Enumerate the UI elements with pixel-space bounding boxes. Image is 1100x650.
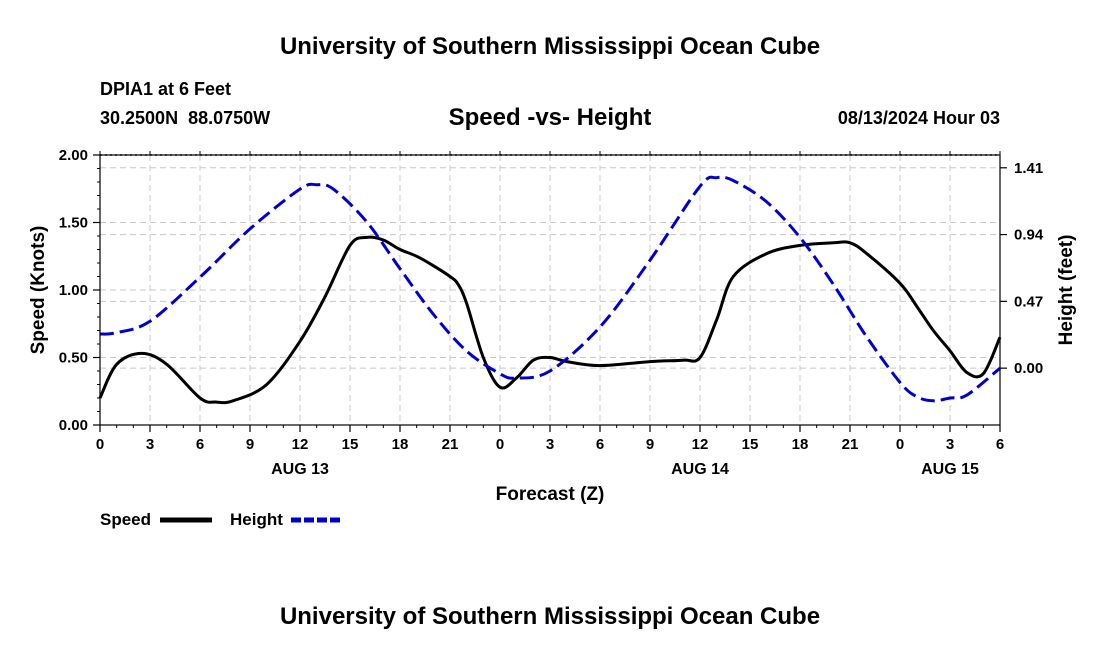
x-tick-label: 18 bbox=[792, 436, 809, 453]
series-line-speed bbox=[98, 235, 1002, 405]
grid bbox=[100, 155, 1000, 425]
y-tick-label: 1.50 bbox=[59, 215, 88, 232]
y-tick-label: 0.00 bbox=[59, 417, 88, 434]
y2-tick-label: 0.94 bbox=[1014, 227, 1044, 244]
chart-subtitle: Speed -vs- Height bbox=[449, 104, 652, 131]
legend-label-height: Height bbox=[230, 510, 283, 529]
x-tick-label: 15 bbox=[742, 436, 759, 453]
x-tick-label: 18 bbox=[392, 436, 409, 453]
date-label: AUG 13 bbox=[271, 461, 329, 478]
x-tick-label: 9 bbox=[646, 436, 654, 453]
y2-tick-label: 0.47 bbox=[1014, 293, 1043, 310]
x-tick-label: 0 bbox=[896, 436, 904, 453]
y2-tick-label: 0.00 bbox=[1014, 360, 1043, 377]
date-label: AUG 14 bbox=[671, 461, 729, 478]
y-tick-label: 1.00 bbox=[59, 282, 88, 299]
legend: Speed Height bbox=[100, 510, 342, 529]
y-axis-title: Speed (Knots) bbox=[28, 226, 49, 355]
y-tick-label: 2.00 bbox=[59, 147, 88, 164]
station-label: DPIA1 at 6 Feet bbox=[100, 79, 231, 99]
series-group bbox=[98, 175, 1002, 405]
x-tick-label: 12 bbox=[292, 436, 309, 453]
x-axis-title: Forecast (Z) bbox=[496, 484, 605, 505]
x-tick-label: 21 bbox=[442, 436, 459, 453]
x-tick-label: 3 bbox=[146, 436, 154, 453]
x-tick-label: 6 bbox=[596, 436, 604, 453]
footer-title: University of Southern Mississippi Ocean… bbox=[280, 603, 820, 630]
x-tick-label: 0 bbox=[496, 436, 504, 453]
x-tick-label: 0 bbox=[96, 436, 104, 453]
forecast-datetime: 08/13/2024 Hour 03 bbox=[838, 108, 1000, 128]
x-tick-label: 3 bbox=[946, 436, 954, 453]
legend-label-speed: Speed bbox=[100, 510, 151, 529]
series-line-height bbox=[99, 175, 1001, 403]
x-tick-label: 9 bbox=[246, 436, 254, 453]
y2-tick-label: 1.41 bbox=[1014, 160, 1043, 177]
page-title: University of Southern Mississippi Ocean… bbox=[280, 33, 820, 60]
x-tick-label: 3 bbox=[546, 436, 554, 453]
x-tick-label: 12 bbox=[692, 436, 709, 453]
x-tick-label: 6 bbox=[196, 436, 204, 453]
date-label: AUG 15 bbox=[921, 461, 979, 478]
axes: 0 3 6 9 12 15 18 21 0 3 6 9 12 15 18 21 0 3 6 AUG 13 AUG 14 A… bbox=[59, 147, 1044, 478]
coordinates-label: 30.2500N 88.0750W bbox=[100, 108, 270, 128]
y2-axis-title: Height (feet) bbox=[1056, 235, 1077, 346]
x-tick-label: 6 bbox=[996, 436, 1004, 453]
x-tick-label: 21 bbox=[842, 436, 859, 453]
x-tick-label: 15 bbox=[342, 436, 359, 453]
y-tick-label: 0.50 bbox=[59, 350, 88, 367]
